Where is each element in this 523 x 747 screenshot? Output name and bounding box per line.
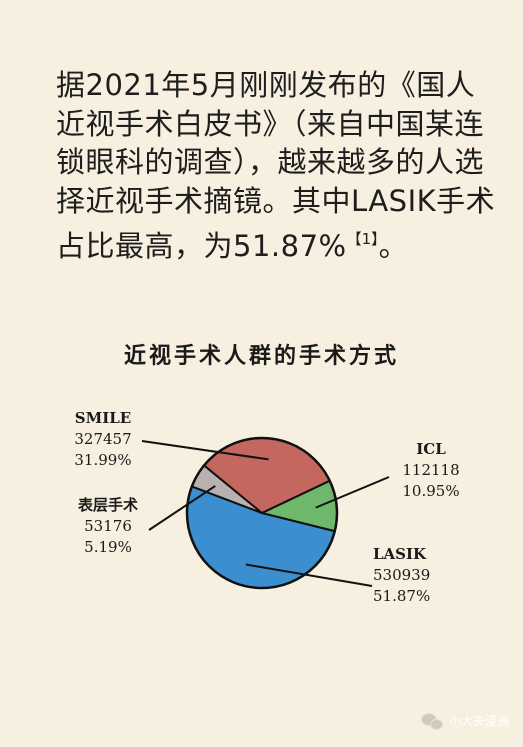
slice-count-label: 530939 [373,566,430,584]
slice-percent-label: 51.87% [373,587,430,605]
wechat-icon [420,712,443,730]
leader-line-LASIK [245,563,373,587]
leader-line-表层手术 [148,485,216,531]
slice-percent-label: 5.19% [84,538,132,556]
intro-text: 据2021年5月刚刚发布的《国人近视手术白皮书》（来自中国某连锁眼科的调查），越… [56,68,496,263]
leader-line-ICL [315,476,390,509]
footer-watermark: 小大夫漫画 [420,712,509,730]
slice-count-label: 327457 [74,430,131,448]
intro-tail: 。 [378,229,409,263]
slice-count-label: 53176 [84,517,132,535]
reference-mark[interactable]: 【1】 [346,230,379,248]
slice-percent-label: 10.95% [402,482,459,500]
pie-outline [185,436,339,590]
slice-name-label: SMILE [75,409,131,427]
intro-paragraph: 据2021年5月刚刚发布的《国人近视手术白皮书》（来自中国某连锁眼科的调查），越… [56,66,496,266]
footer-text: 小大夫漫画 [448,714,509,728]
chart-title: 近视手术人群的手术方式 [123,343,399,369]
slice-name-label: ICL [416,440,446,458]
slice-name-label: 表层手术 [78,496,138,514]
slice-percent-label: 31.99% [74,451,131,469]
slice-count-label: 112118 [402,461,459,479]
slice-name-label: LASIK [373,545,427,563]
leader-line-SMILE [141,440,269,461]
